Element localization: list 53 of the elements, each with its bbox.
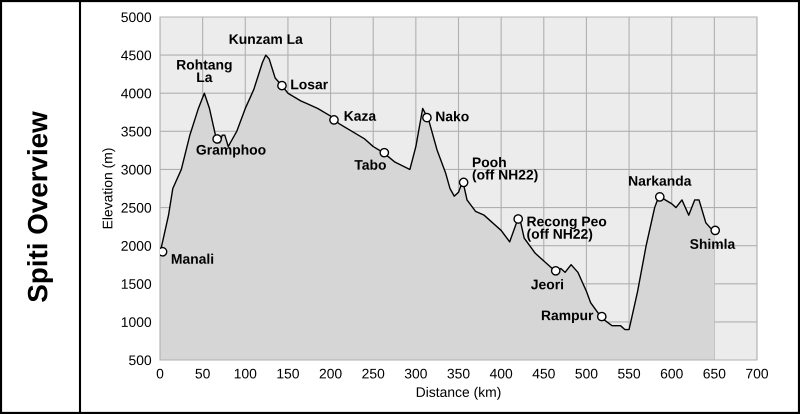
x-tick-label: 450 bbox=[532, 368, 555, 379]
y-tick-label: 4500 bbox=[121, 50, 152, 60]
x-tick-label: 500 bbox=[575, 368, 598, 379]
point bbox=[422, 112, 432, 122]
annotation: Manali bbox=[172, 254, 214, 264]
annotation: Kunzam La bbox=[230, 34, 303, 44]
x-tick-label: 550 bbox=[618, 368, 640, 379]
annotation: Pooh (off NH22) bbox=[472, 157, 538, 182]
point bbox=[710, 226, 720, 236]
annotation: Jeori bbox=[531, 279, 564, 290]
point bbox=[513, 214, 524, 224]
point bbox=[329, 115, 339, 125]
point bbox=[550, 266, 561, 276]
annotation: Recong Peo (off NH22) bbox=[527, 216, 606, 242]
annotation: Shimla bbox=[690, 238, 736, 249]
x-tick-label: 150 bbox=[277, 368, 299, 379]
y-tick-label: 4000 bbox=[121, 88, 152, 98]
x-tick-label: 50 bbox=[195, 368, 210, 379]
x-tick-label: 350 bbox=[447, 368, 470, 379]
annotation: Nako bbox=[436, 111, 469, 122]
x-tick-label: 300 bbox=[404, 368, 427, 379]
point bbox=[212, 134, 222, 144]
x-tick-label: 250 bbox=[362, 368, 384, 379]
annotation: Rampur bbox=[542, 310, 594, 324]
annotation: Kaza bbox=[344, 111, 376, 121]
point bbox=[654, 192, 665, 202]
x-tick-label: 100 bbox=[234, 368, 256, 379]
annotation: Gramphoo bbox=[196, 144, 266, 158]
point bbox=[379, 148, 390, 158]
x-tick-label: 400 bbox=[490, 368, 512, 379]
y-tick-label: 500 bbox=[129, 355, 152, 366]
annotation: Rohtang La bbox=[177, 59, 232, 82]
y-axis-title: Elevation (m) bbox=[102, 148, 116, 228]
x-tick-label: 200 bbox=[320, 368, 342, 379]
x-tick-label: 0 bbox=[156, 368, 164, 379]
y-tick-label: 1000 bbox=[122, 317, 152, 328]
x-axis-title: Distance (km) bbox=[416, 386, 500, 400]
y-tick-label: 3500 bbox=[121, 126, 152, 137]
y-tick-label: 2500 bbox=[121, 202, 152, 213]
x-tick-label: 650 bbox=[703, 368, 726, 379]
annotation: Narkanda bbox=[629, 176, 692, 186]
point bbox=[458, 178, 468, 188]
point bbox=[596, 312, 607, 322]
y-tick-label: 3000 bbox=[121, 164, 152, 175]
text: Spiti Overview bbox=[27, 111, 53, 302]
y-tick-label: 2000 bbox=[121, 241, 152, 251]
y-tick-label: 1500 bbox=[122, 279, 152, 289]
x-tick-label: 700 bbox=[746, 368, 768, 379]
x-tick-label: 600 bbox=[660, 368, 683, 379]
y-tick-label: 5000 bbox=[121, 12, 152, 22]
point bbox=[277, 80, 287, 90]
annotation: Losar bbox=[291, 80, 328, 90]
annotation: Tabo bbox=[354, 160, 386, 170]
